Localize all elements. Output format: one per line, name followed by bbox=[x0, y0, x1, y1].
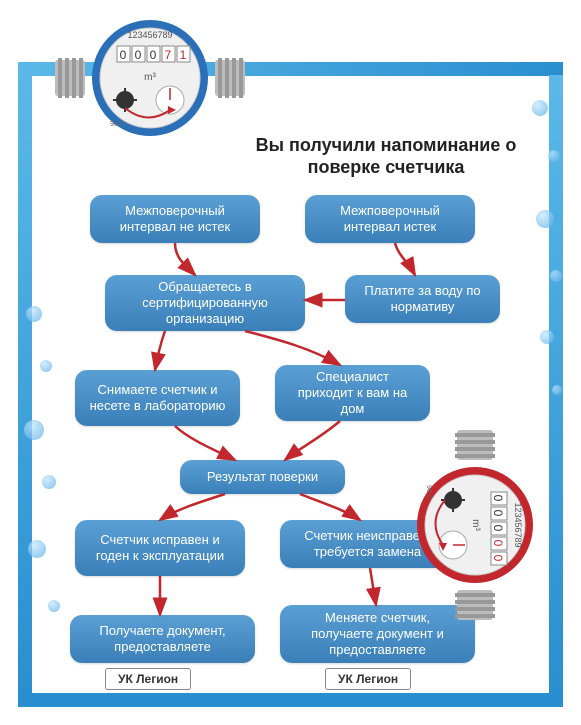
flow-node-n7: Результат поверки bbox=[180, 460, 345, 494]
svg-text:7: 7 bbox=[165, 48, 172, 62]
water-drop-0 bbox=[26, 306, 42, 322]
flow-node-n6: Специалист приходит к вам на дом bbox=[275, 365, 430, 421]
water-drop-3 bbox=[42, 475, 56, 489]
svg-text:0: 0 bbox=[491, 525, 505, 532]
svg-text:90 C: 90 C bbox=[110, 121, 125, 128]
svg-text:0: 0 bbox=[491, 540, 505, 547]
svg-text:123456789: 123456789 bbox=[513, 502, 523, 547]
water-drop-2 bbox=[24, 420, 44, 440]
svg-text:m³: m³ bbox=[470, 519, 481, 531]
flow-node-n3: Обращаетесь в сертифицированную организа… bbox=[105, 275, 305, 331]
water-drop-11 bbox=[552, 385, 562, 395]
water-drop-5 bbox=[48, 600, 60, 612]
company-tag-1: УК Легион bbox=[325, 668, 411, 690]
flow-node-n5: Снимаете счетчик и несете в лабораторию bbox=[75, 370, 240, 426]
svg-text:0: 0 bbox=[491, 495, 505, 502]
svg-text:0: 0 bbox=[135, 48, 142, 62]
flow-node-n4: Платите за воду по нормативу bbox=[345, 275, 500, 323]
water-drop-4 bbox=[28, 540, 46, 558]
svg-text:m³: m³ bbox=[144, 72, 156, 83]
water-drop-6 bbox=[532, 100, 548, 116]
flow-node-n1: Межповерочный интервал не истек bbox=[90, 195, 260, 243]
water-meter-hot-icon: 123456789 0 0 0 0 0 m³ 90 C bbox=[405, 430, 545, 650]
water-drop-9 bbox=[550, 270, 562, 282]
water-drop-8 bbox=[536, 210, 554, 228]
water-drop-10 bbox=[540, 330, 554, 344]
svg-text:0: 0 bbox=[491, 510, 505, 517]
svg-text:90 C: 90 C bbox=[425, 485, 432, 500]
flow-node-n8: Счетчик исправен и годен к эксплуатации bbox=[75, 520, 245, 576]
svg-text:0: 0 bbox=[491, 555, 505, 562]
svg-text:123456789: 123456789 bbox=[127, 30, 172, 40]
svg-text:0: 0 bbox=[150, 48, 157, 62]
infographic-title: Вы получили напоминание о поверке счетчи… bbox=[246, 135, 526, 178]
svg-text:0: 0 bbox=[120, 48, 127, 62]
water-meter-cold-icon: 123456789 00071 m³ 90 C bbox=[55, 8, 275, 148]
svg-text:1: 1 bbox=[180, 48, 187, 62]
water-drop-7 bbox=[548, 150, 560, 162]
company-tag-0: УК Легион bbox=[105, 668, 191, 690]
flow-node-n10: Получаете документ, предоставляете bbox=[70, 615, 255, 663]
water-drop-1 bbox=[40, 360, 52, 372]
flow-node-n2: Межповерочный интервал истек bbox=[305, 195, 475, 243]
